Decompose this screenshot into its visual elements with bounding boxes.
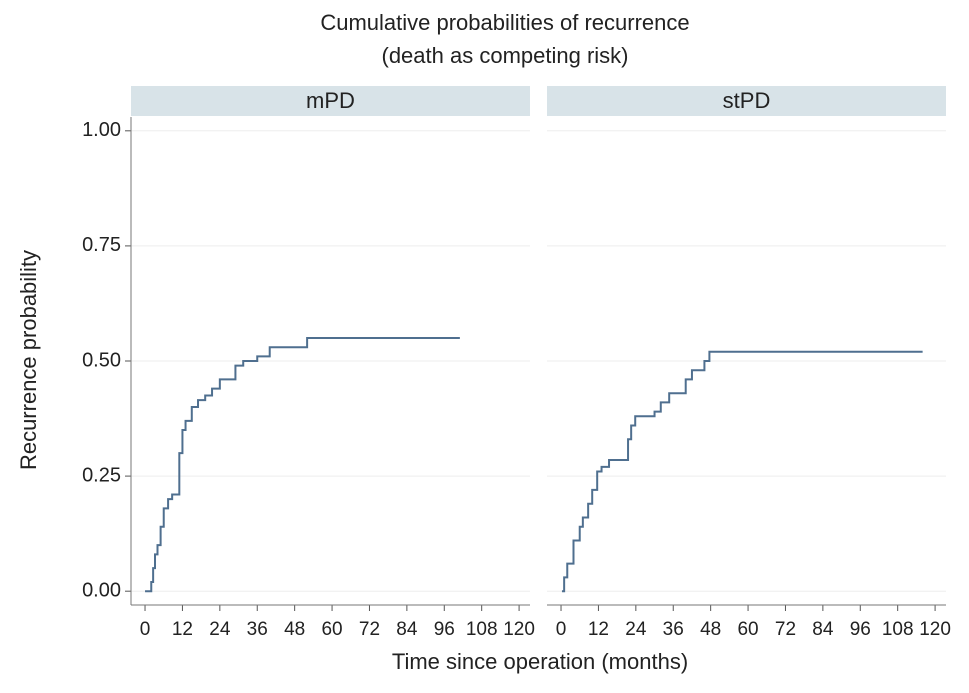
y-tick-label: 0.25 — [82, 464, 121, 486]
x-tick-label: 0 — [556, 619, 567, 640]
x-tick-label: 96 — [434, 619, 455, 640]
panel-title: mPD — [306, 88, 355, 113]
panel-title: stPD — [723, 88, 771, 113]
x-tick-label: 12 — [172, 619, 193, 640]
x-tick-label: 36 — [663, 619, 684, 640]
step-line — [145, 336, 460, 593]
y-tick-label: 0.50 — [82, 349, 121, 371]
chart-title: Cumulative probabilities of recurrence — [320, 10, 689, 35]
chart-subtitle: (death as competing risk) — [382, 43, 629, 68]
x-tick-label: 36 — [247, 619, 268, 640]
x-tick-label: 24 — [209, 619, 231, 640]
x-tick-label: 108 — [882, 619, 914, 640]
x-tick-label: 108 — [466, 619, 498, 640]
x-tick-label: 84 — [812, 619, 834, 640]
x-tick-label: 120 — [919, 619, 951, 640]
panel-strip — [131, 86, 530, 116]
x-tick-label: 60 — [737, 619, 758, 640]
x-axis-label: Time since operation (months) — [392, 649, 688, 674]
x-tick-label: 72 — [775, 619, 796, 640]
y-axis-label: Recurrence probability — [16, 250, 41, 470]
panel-strip — [547, 86, 946, 116]
x-tick-label: 48 — [700, 619, 721, 640]
step-line — [561, 350, 923, 593]
x-tick-label: 60 — [321, 619, 342, 640]
y-tick-label: 0.75 — [82, 234, 121, 256]
x-tick-label: 72 — [359, 619, 380, 640]
x-tick-label: 48 — [284, 619, 305, 640]
x-tick-label: 24 — [625, 619, 647, 640]
x-tick-label: 120 — [503, 619, 535, 640]
y-tick-label: 0.00 — [82, 579, 121, 601]
x-tick-label: 84 — [396, 619, 418, 640]
y-tick-label: 1.00 — [82, 119, 121, 141]
x-tick-label: 96 — [850, 619, 871, 640]
x-tick-label: 0 — [140, 619, 151, 640]
x-tick-label: 12 — [588, 619, 609, 640]
